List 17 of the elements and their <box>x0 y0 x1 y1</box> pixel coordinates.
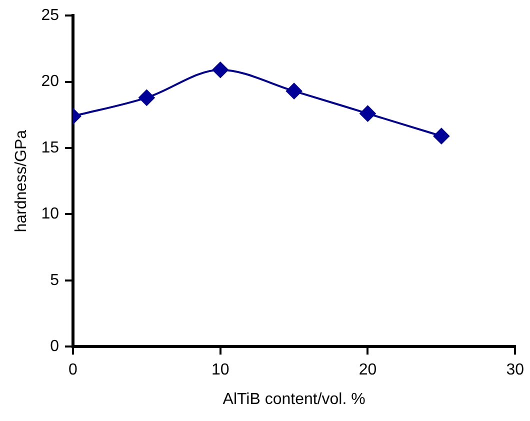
x-axis-title: AlTiB content/vol. % <box>222 390 366 408</box>
point <box>212 62 228 78</box>
point <box>286 83 302 100</box>
y-tick-label: 20 <box>41 73 60 90</box>
y-tick-label: 25 <box>41 7 60 24</box>
y-tick-label: 15 <box>41 139 60 156</box>
y-axis-title: hardness/GPa <box>13 130 30 232</box>
x-tick-label: 10 <box>211 362 230 379</box>
x-tick-label: 20 <box>358 362 377 379</box>
x-tick-label: 30 <box>506 362 524 379</box>
point <box>138 90 155 106</box>
y-tick-label: 10 <box>41 206 60 223</box>
x-tick-label: 0 <box>68 362 78 379</box>
point <box>433 128 450 144</box>
point <box>360 106 376 122</box>
y-tick-label: 0 <box>50 338 60 356</box>
y-tick-label: 5 <box>50 272 60 289</box>
